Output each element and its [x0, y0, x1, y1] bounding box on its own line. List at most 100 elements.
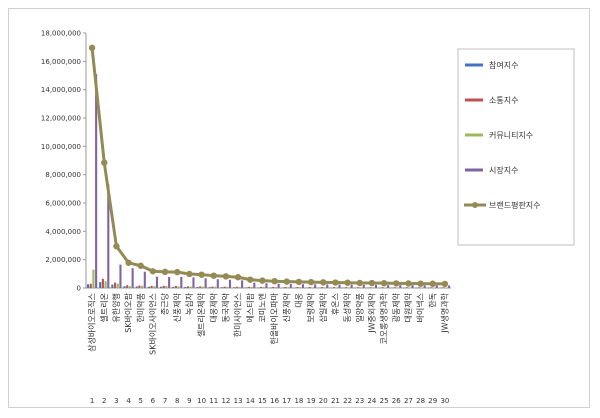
bar-시장지수-28: [423, 285, 426, 288]
bar-소통지수-28: [418, 287, 421, 288]
line-point-20: [320, 279, 327, 286]
bar-시장지수-6: [155, 276, 159, 288]
bar-참여지수-24: [366, 287, 369, 289]
bar-참여지수-2: [99, 282, 102, 288]
line-point-9: [186, 270, 193, 278]
bar-시장지수-18: [301, 284, 305, 288]
x-tick-number: 26: [392, 397, 401, 405]
line-point-1: [88, 44, 96, 52]
x-tick-number: 24: [367, 397, 376, 405]
bar-시장지수-20: [326, 284, 329, 288]
bar-커뮤니티지수-10: [201, 286, 204, 288]
line-point-16: [271, 278, 278, 285]
line-point-15: [259, 277, 266, 284]
line-point-11: [210, 272, 217, 279]
bar-참여지수-11: [208, 287, 211, 288]
x-tick-number: 17: [282, 397, 291, 405]
y-tick-label: 14,000,000: [41, 86, 81, 94]
bar-커뮤니티지수-11: [214, 286, 217, 288]
y-tick-label: 10,000,000: [41, 143, 81, 151]
line-point-10: [198, 271, 205, 278]
line-point-17: [283, 278, 290, 285]
x-tick-number: 16: [270, 397, 279, 405]
x-tick-number: 25: [380, 397, 389, 405]
line-point-28: [417, 280, 424, 287]
x-tick-number: 19: [307, 397, 316, 405]
y-tick-label: 16,000,000: [41, 58, 81, 66]
line-point-12: [222, 273, 230, 280]
x-category-label: 동성제약: [342, 292, 352, 322]
bar-참여지수-13: [232, 287, 236, 288]
bar-소통지수-11: [211, 286, 214, 288]
bar-커뮤니티지수-4: [128, 286, 131, 288]
x-tick-number: 23: [355, 397, 364, 405]
chart-frame: 0 2,000,000 4,000,000 6,000,000 8,000,000 10,…: [8, 8, 590, 408]
bar-커뮤니티지수-27: [408, 287, 411, 288]
x-category-label: SK바이오사이언스: [147, 293, 157, 355]
legend-label: 브랜드평판지수: [489, 200, 541, 210]
legend-swatch: [465, 133, 483, 137]
line-point-13: [234, 274, 242, 281]
bar-소통지수-9: [187, 286, 190, 288]
bar-시장지수-13: [241, 280, 244, 288]
bar-커뮤니티지수-22: [347, 287, 350, 288]
bar-참여지수-8: [172, 286, 175, 288]
bar-참여지수-1: [86, 284, 90, 288]
line-point-7: [161, 268, 169, 276]
bar-소통지수-23: [357, 287, 360, 288]
line-point-19: [307, 278, 315, 286]
bar-소통지수-12: [223, 286, 226, 288]
legend-swatch: [465, 98, 483, 102]
bar-시장지수-12: [228, 279, 232, 288]
bar-시장지수-10: [204, 278, 207, 288]
line-point-24: [368, 279, 376, 287]
bar-시장지수-2: [107, 184, 110, 288]
bar-커뮤니티지수-26: [396, 287, 399, 288]
x-tick-number: 8: [175, 397, 179, 405]
x-category-label: 한올바이오파마: [269, 292, 279, 344]
line-point-4: [125, 259, 132, 266]
line-point-26: [393, 280, 400, 287]
bar-참여지수-18: [293, 287, 296, 289]
brand-reputation-chart: 0 2,000,000 4,000,000 6,000,000 8,000,000 10,…: [41, 30, 575, 405]
bar-커뮤니티지수-2: [104, 281, 107, 288]
x-category-label: 종근당: [160, 292, 170, 315]
x-tick-number: 9: [187, 397, 191, 405]
bar-커뮤니티지수-19: [311, 287, 314, 288]
x-tick-number: 7: [163, 397, 167, 405]
bar-시장지수-27: [411, 285, 414, 288]
bar-커뮤니티지수-21: [335, 287, 338, 288]
bar-커뮤니티지수-14: [250, 286, 253, 288]
line-point-8: [174, 268, 181, 276]
bar-참여지수-19: [305, 287, 309, 289]
x-category-label: JW중외제약: [366, 292, 376, 333]
x-category-label: 대웅제약: [208, 292, 218, 322]
bar-시장지수-5: [143, 271, 146, 288]
bar-시장지수-1: [95, 74, 98, 288]
bar-커뮤니티지수-6: [153, 286, 156, 288]
legend-label: 시장지수: [489, 165, 518, 175]
bar-시장지수-24: [374, 284, 378, 288]
legend-label: 소통지수: [489, 96, 518, 105]
x-category-label: 셀트리온제약: [196, 292, 206, 337]
bar-시장지수-9: [192, 277, 195, 288]
x-tick-number: 4: [126, 397, 131, 405]
bar-참여지수-16: [269, 287, 272, 288]
bar-커뮤니티지수-25: [384, 287, 387, 288]
x-category-label: 삼성바이오로직스: [87, 293, 97, 352]
x-tick-number: 13: [234, 397, 243, 405]
x-category-label: 광동제약: [391, 292, 401, 322]
x-category-label: 코오롱생명과학: [379, 292, 389, 344]
bar-참여지수-20: [318, 287, 321, 289]
bar-소통지수-22: [345, 287, 348, 288]
bar-시장지수-8: [180, 276, 183, 288]
bar-커뮤니티지수-9: [189, 286, 192, 288]
line-point-29: [429, 280, 436, 287]
bar-소통지수-17: [284, 286, 287, 288]
bar-시장지수-21: [338, 284, 341, 288]
bar-시장지수-15: [265, 283, 268, 288]
x-tick-number: 5: [139, 397, 143, 405]
bar-참여지수-7: [159, 286, 163, 288]
bar-참여지수-26: [391, 287, 394, 289]
bar-참여지수-15: [257, 287, 260, 288]
